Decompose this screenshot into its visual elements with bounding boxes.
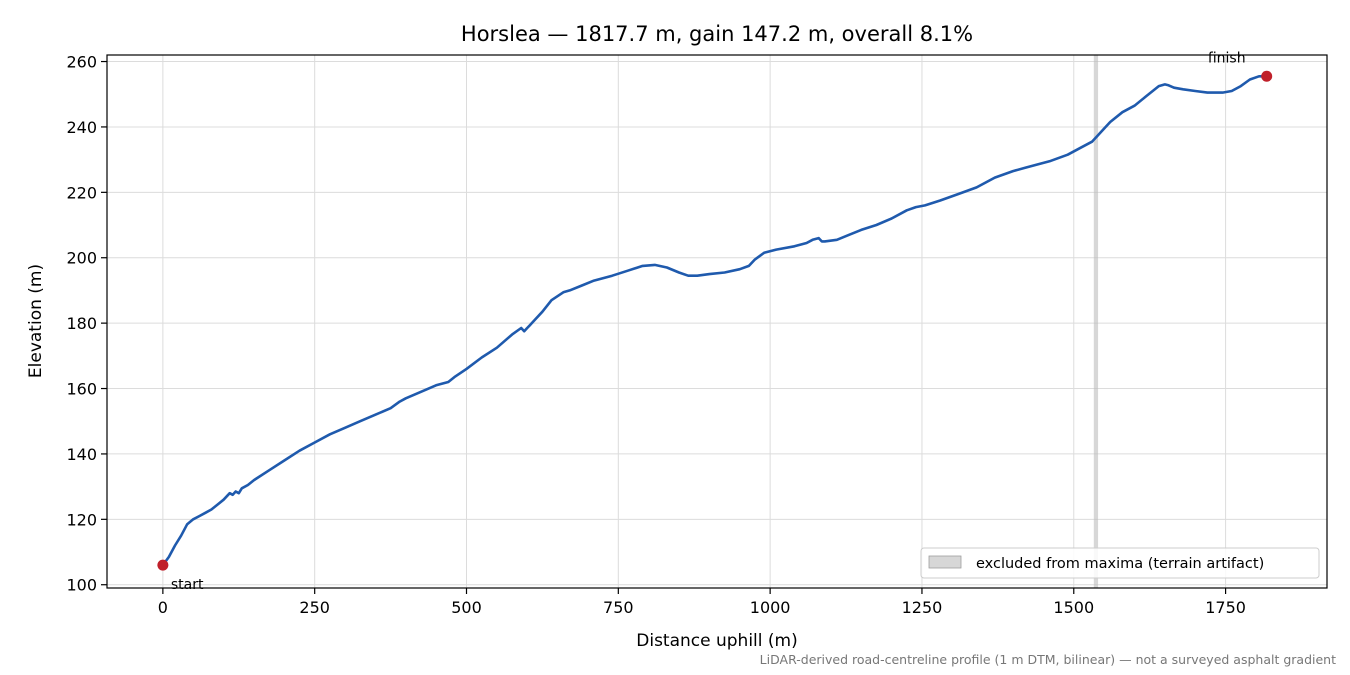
finish-marker	[1261, 70, 1273, 82]
legend: excluded from maxima (terrain artifact)	[920, 547, 1320, 579]
x-tick-label: 250	[299, 598, 330, 617]
endpoint-markers	[157, 70, 1273, 571]
elevation-profile-line	[161, 75, 1267, 566]
legend-box	[920, 547, 1320, 579]
axis-ticks: 0 250 500 750 1000 1250 1500 1750 100 120 140 160 18…	[66, 53, 1245, 617]
legend-label: excluded from maxima (terrain artifact)	[976, 556, 1264, 572]
footnote: LiDAR-derived road-centreline profile (1…	[760, 652, 1336, 667]
x-tick-label: 1750	[1205, 598, 1246, 617]
chart-title: Horslea — 1817.7 m, gain 147.2 m, overal…	[461, 22, 973, 46]
y-axis-label: Elevation (m)	[26, 264, 46, 378]
y-tick-label: 160	[66, 380, 97, 399]
y-tick-label: 100	[66, 576, 97, 595]
excluded-band	[1093, 55, 1099, 588]
y-tick-label: 240	[66, 118, 97, 137]
y-tick-label: 120	[66, 510, 97, 529]
x-tick-label: 750	[603, 598, 634, 617]
x-tick-label: 500	[451, 598, 482, 617]
plot-frame	[106, 54, 1328, 589]
start-annotation: start	[171, 577, 204, 593]
y-tick-label: 220	[66, 183, 97, 202]
x-tick-label: 1500	[1053, 598, 1094, 617]
legend-swatch	[928, 555, 962, 569]
x-axis-label: Distance uphill (m)	[636, 631, 797, 651]
x-tick-label: 1000	[750, 598, 791, 617]
x-tick-label: 0	[158, 598, 168, 617]
y-tick-label: 200	[66, 249, 97, 268]
start-marker	[157, 559, 169, 571]
y-tick-label: 260	[66, 53, 97, 72]
grid	[107, 55, 1327, 588]
finish-annotation: finish	[1208, 50, 1246, 66]
y-tick-label: 180	[66, 314, 97, 333]
x-tick-label: 1250	[902, 598, 943, 617]
y-tick-label: 140	[66, 445, 97, 464]
